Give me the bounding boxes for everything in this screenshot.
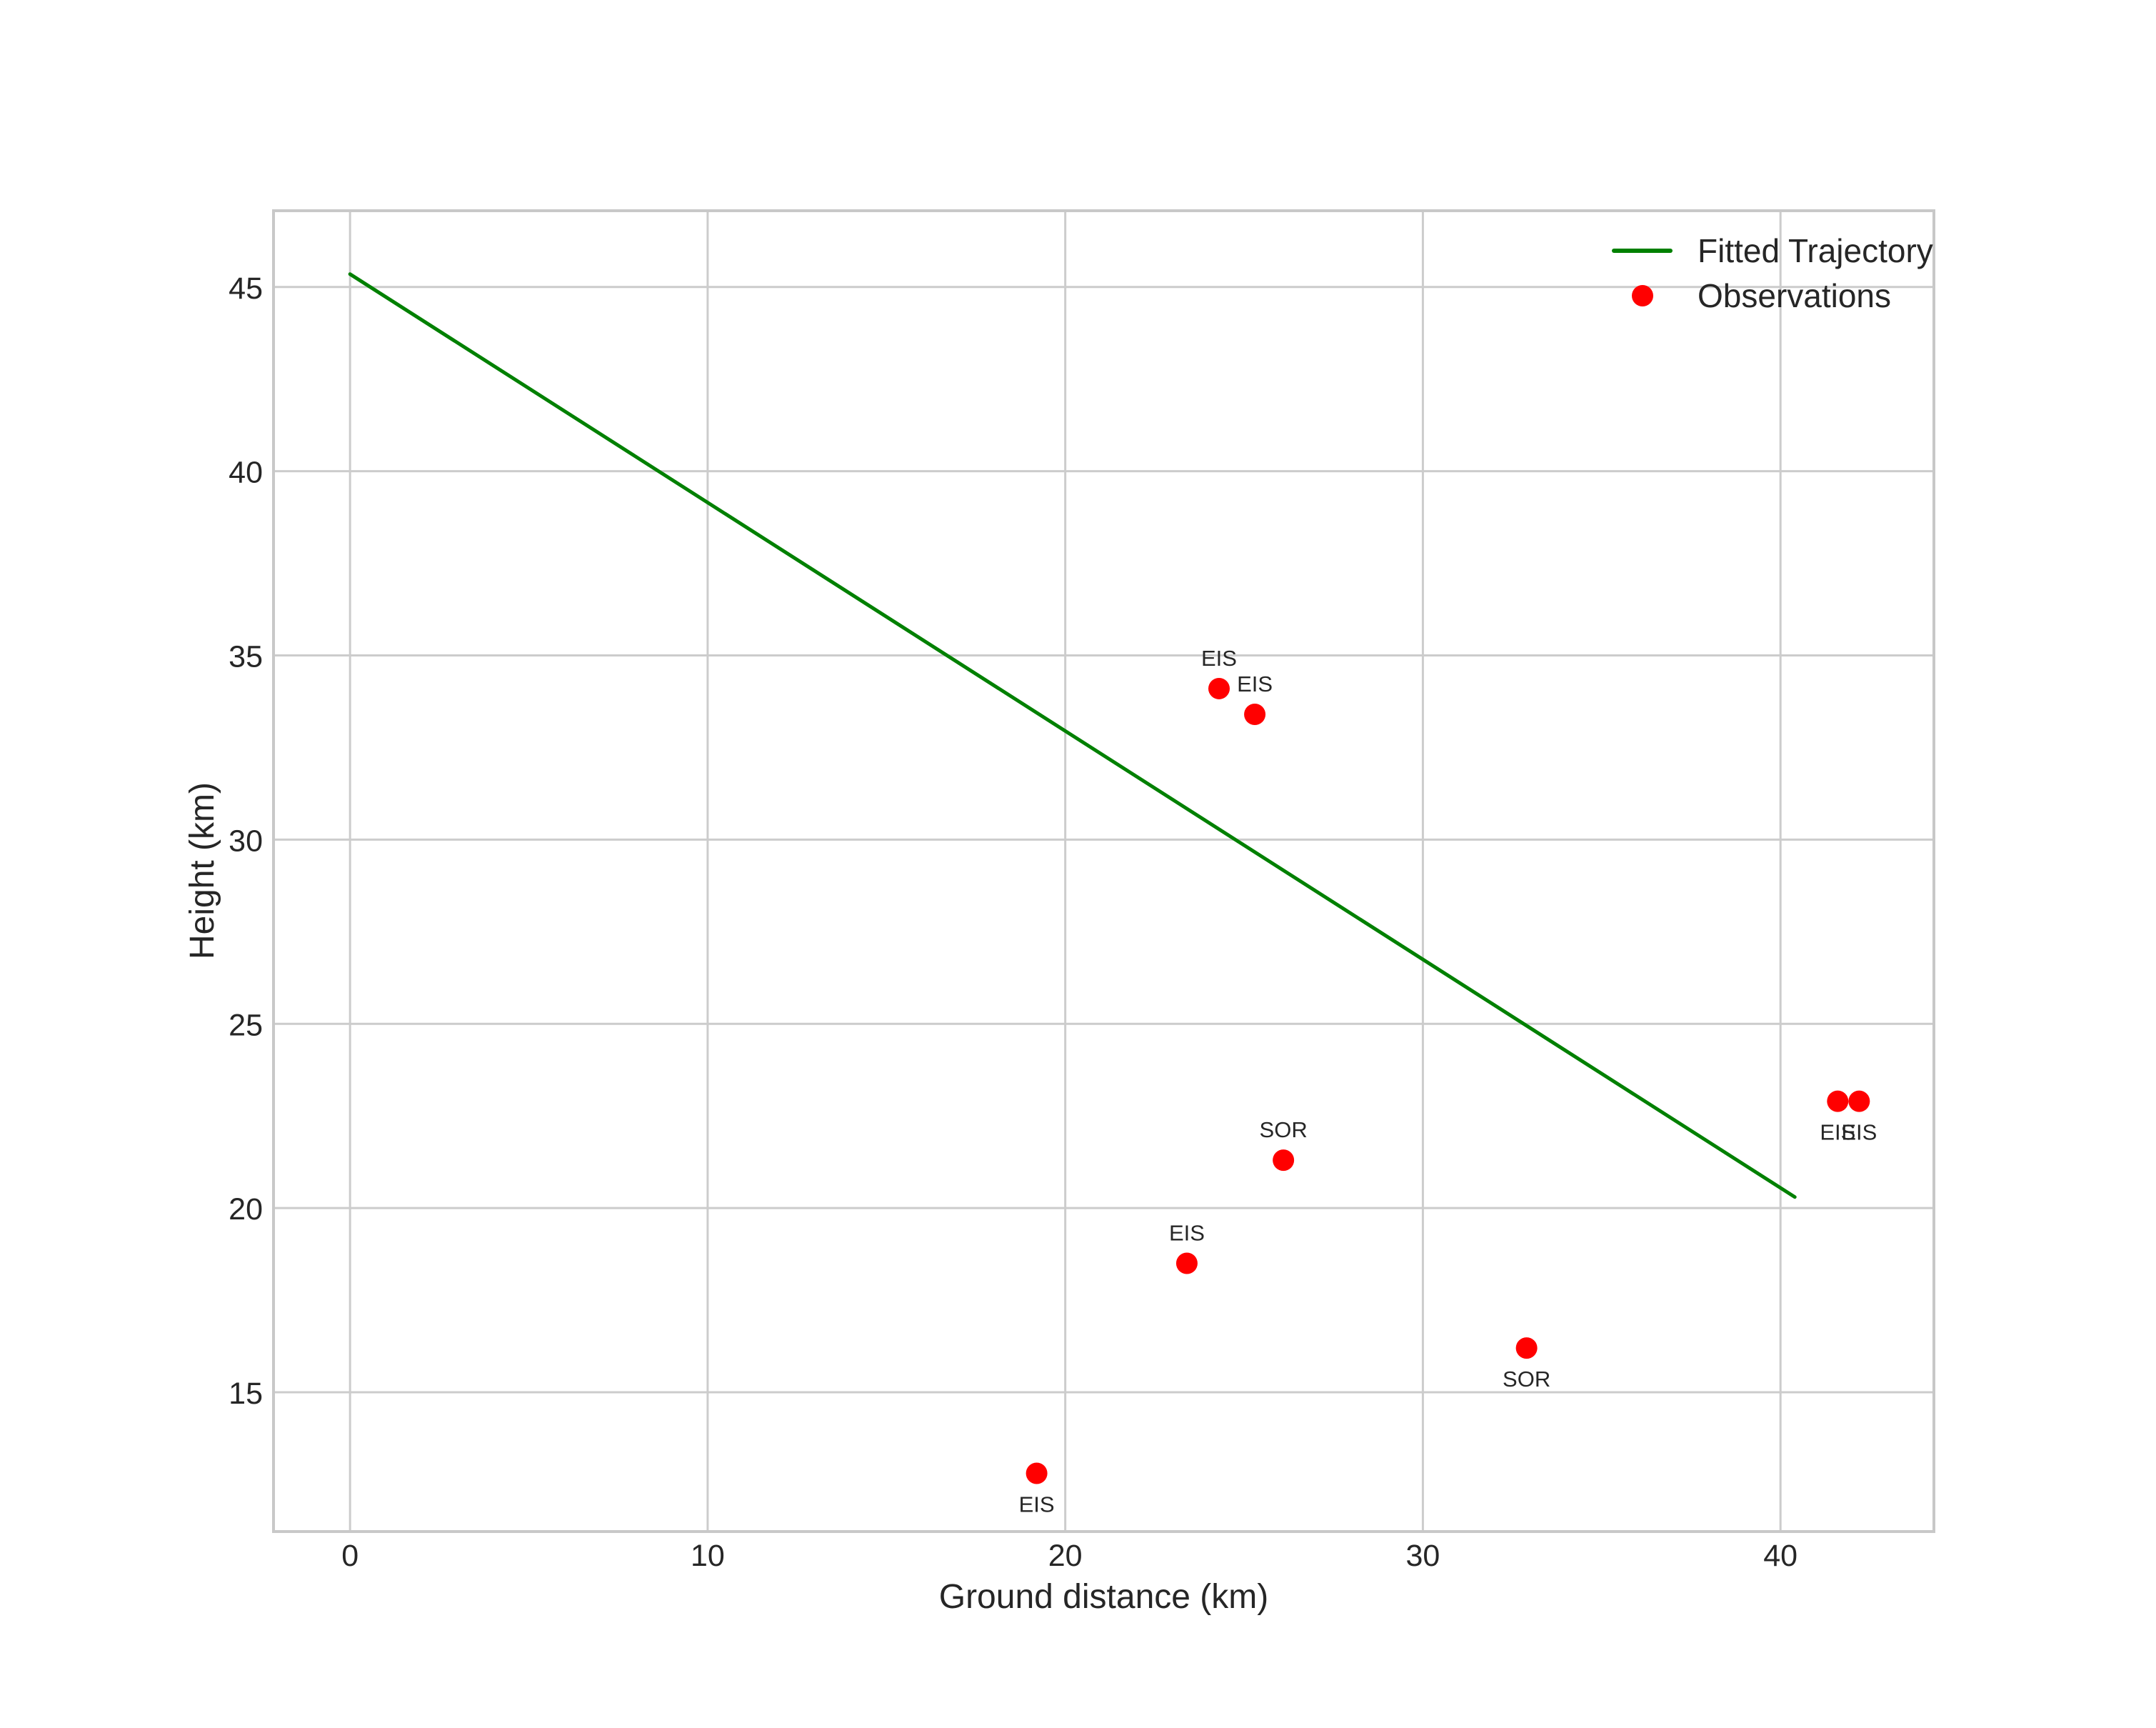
x-tick-label: 20 xyxy=(1048,1539,1083,1573)
observation-point xyxy=(1848,1090,1870,1112)
x-tick-label: 40 xyxy=(1763,1539,1797,1573)
x-tick-label: 30 xyxy=(1406,1539,1440,1573)
x-axis-label: Ground distance (km) xyxy=(938,1578,1269,1616)
legend: Fitted Trajectory Observations xyxy=(1612,228,1933,318)
y-tick-label: 25 xyxy=(229,1008,263,1042)
observation-point xyxy=(1026,1462,1048,1484)
y-axis-label: Height (km) xyxy=(184,781,221,960)
observation-point xyxy=(1515,1337,1538,1359)
observation-point xyxy=(1208,677,1230,699)
observation-point xyxy=(1175,1252,1198,1274)
observation-point xyxy=(1827,1090,1849,1112)
observation-label: EIS xyxy=(1237,671,1273,696)
y-tick-label: 35 xyxy=(229,640,263,674)
observation-label: EIS xyxy=(1019,1492,1055,1517)
plot-frame xyxy=(272,209,1935,1533)
observation-label: EIS xyxy=(1820,1120,1855,1145)
legend-entry-observations: Observations xyxy=(1612,273,1933,318)
observation-label: SOR xyxy=(1503,1367,1550,1392)
observation-label: EIS xyxy=(1169,1221,1205,1246)
dot-icon xyxy=(1631,284,1653,306)
y-tick-label: 45 xyxy=(229,271,263,306)
observation-label: EIS xyxy=(1201,646,1237,671)
legend-entry-label: Fitted Trajectory xyxy=(1698,231,1933,269)
line-icon xyxy=(1612,248,1673,253)
x-tick-label: 10 xyxy=(691,1539,725,1573)
observation-point xyxy=(1244,704,1266,726)
legend-entry-fitted-trajectory: Fitted Trajectory xyxy=(1612,228,1933,273)
observation-label: SOR xyxy=(1260,1117,1308,1142)
y-tick-label: 15 xyxy=(229,1377,263,1411)
observation-point xyxy=(1273,1149,1295,1172)
y-tick-label: 40 xyxy=(229,456,263,490)
legend-line-swatch xyxy=(1612,228,1673,273)
observation-label: EIS xyxy=(1841,1120,1877,1145)
legend-entry-label: Observations xyxy=(1698,276,1892,314)
x-tick-label: 0 xyxy=(341,1539,359,1573)
y-tick-label: 20 xyxy=(229,1192,263,1227)
y-tick-label: 30 xyxy=(229,824,263,858)
legend-point-swatch xyxy=(1612,273,1673,318)
fitted-trajectory-line xyxy=(348,272,1797,1199)
